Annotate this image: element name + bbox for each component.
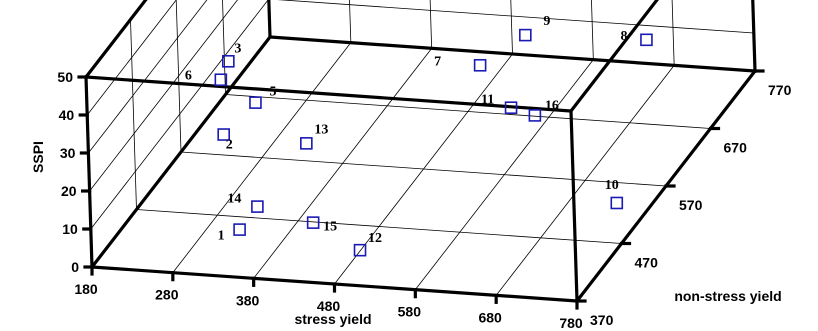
grid-line-left-z xyxy=(90,0,269,230)
data-point-label: 16 xyxy=(545,98,559,113)
grid-line-back-x xyxy=(671,0,675,66)
grid-line-left-z xyxy=(89,0,238,192)
data-point-label: 12 xyxy=(368,231,382,246)
y-tick-label: 770 xyxy=(768,82,792,98)
data-point-marker xyxy=(251,200,264,213)
z-tick-label: 10 xyxy=(62,221,78,237)
grid-line-floor-y xyxy=(225,94,711,129)
x-tick-label: 280 xyxy=(155,287,179,303)
y-tick-label: 670 xyxy=(724,140,748,156)
data-point-label: 1 xyxy=(218,229,225,244)
data-point-marker xyxy=(217,128,230,141)
data-point-label: 3 xyxy=(234,41,241,56)
grid-line-back-x xyxy=(349,0,352,43)
y-axis-title: non-stress yield xyxy=(674,288,781,304)
frame-edge xyxy=(267,0,272,39)
tick-labels: 180 280 380 480 580 680 780 370 470 570 670 770 0 10 2… xyxy=(57,69,791,331)
x-axis-title: stress yield xyxy=(294,311,371,327)
y-tick-label: 370 xyxy=(590,312,614,328)
grid-line-left-y xyxy=(130,19,137,210)
x-tick-label: 680 xyxy=(478,309,502,325)
data-points: 12345678910111213141516 xyxy=(185,14,653,257)
y-tick-label: 470 xyxy=(635,255,659,271)
grid-line-back-z xyxy=(277,0,754,34)
data-point-marker xyxy=(222,54,235,68)
x-tick-label: 580 xyxy=(398,304,422,320)
z-axis-title: SSPI xyxy=(30,141,46,173)
data-point-marker xyxy=(519,28,532,42)
x-tick-label: 480 xyxy=(317,298,341,314)
data-point-marker xyxy=(473,58,487,72)
grid-line-back-x xyxy=(510,0,513,55)
frame-edge xyxy=(89,34,273,270)
grid-line-back-x xyxy=(429,0,433,49)
data-point-label: 5 xyxy=(269,85,276,100)
grid-line-back-x xyxy=(591,0,594,60)
grid-line-left-z xyxy=(86,0,177,116)
grid-line-left-y xyxy=(175,0,182,153)
data-point-marker xyxy=(504,101,518,114)
grid-line-floor-y xyxy=(136,209,622,244)
z-tick-label: 20 xyxy=(61,183,77,199)
data-point-marker xyxy=(353,243,367,257)
x-tick-label: 780 xyxy=(559,315,583,331)
frame-edge xyxy=(751,0,757,73)
z-tick-label: 30 xyxy=(60,145,76,161)
frame-front xyxy=(77,0,765,310)
data-point-marker xyxy=(233,223,246,236)
z-tick-label: 50 xyxy=(57,69,73,85)
data-point-marker xyxy=(640,33,653,47)
data-point-marker xyxy=(214,73,228,87)
z-tick-label: 40 xyxy=(59,107,75,123)
data-point-label: 9 xyxy=(543,14,550,29)
data-point-label: 7 xyxy=(434,54,441,69)
x-tick-label: 180 xyxy=(74,281,98,297)
data-point-marker xyxy=(610,196,624,210)
data-point-label: 14 xyxy=(227,192,241,207)
data-point-marker xyxy=(528,109,542,122)
data-point-marker xyxy=(300,137,313,150)
grid-line-left-z xyxy=(88,0,208,154)
data-point-marker xyxy=(306,216,320,229)
frame-edge xyxy=(83,0,148,80)
z-tick-label: 0 xyxy=(71,259,79,275)
grid-line-floor-y xyxy=(180,151,667,187)
data-point-label: 8 xyxy=(620,29,627,44)
y-tick-label: 570 xyxy=(679,197,703,213)
data-point-label: 13 xyxy=(314,122,328,137)
frame-edge xyxy=(268,35,757,73)
data-point-label: 15 xyxy=(323,220,337,235)
frame-edge xyxy=(569,109,579,303)
data-point-label: 11 xyxy=(481,93,494,108)
data-point-label: 6 xyxy=(185,69,192,84)
data-point-label: 10 xyxy=(605,178,619,193)
frame-edge xyxy=(568,0,659,114)
grid-line-left-y xyxy=(222,0,226,95)
data-point-label: 2 xyxy=(226,138,233,153)
x-tick-label: 380 xyxy=(236,292,260,308)
data-point-marker xyxy=(249,96,262,109)
frame-edge xyxy=(84,75,573,113)
frame-edge xyxy=(84,75,94,269)
grid-line-left-z xyxy=(85,0,147,78)
